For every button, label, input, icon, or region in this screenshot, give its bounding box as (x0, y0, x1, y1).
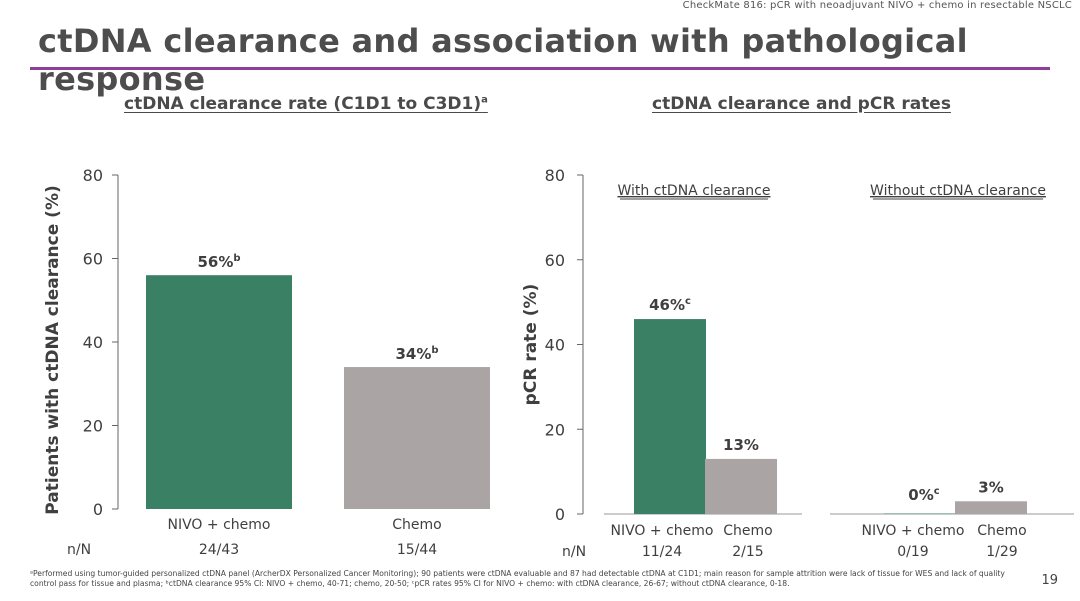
right-group-header: With ctDNA clearance (617, 183, 770, 199)
left-y-axis-title: Patients with ctDNA clearance (%) (43, 185, 63, 514)
right-bar-data-label: 0%c (908, 486, 939, 504)
right-category-label: Chemo (977, 523, 1026, 539)
left-panel-title-sup: a (481, 94, 488, 106)
left-panel-title-text: ctDNA clearance rate (C1D1 to C3D1) (124, 94, 482, 114)
right-bar-chemo-group-1 (705, 458, 777, 514)
right-category-label: Chemo (723, 523, 772, 539)
left-y-tick-label: 40 (83, 333, 103, 352)
right-y-tick-label: 0 (555, 505, 565, 524)
left-n-value: 15/44 (397, 542, 437, 558)
right-n-label: n/N (562, 544, 586, 560)
right-n-value: 2/15 (732, 544, 763, 560)
left-n-label: n/N (67, 542, 91, 558)
footnote: ᵃPerformed using tumor-guided personaliz… (30, 569, 1005, 589)
right-bar-data-label: 46%c (649, 296, 691, 314)
left-y-tick-label: 20 (83, 417, 103, 436)
header-note: CheckMate 816: pCR with neoadjuvant NIVO… (682, 0, 1072, 11)
right-y-tick-label: 60 (545, 251, 565, 270)
right-bar-data-label: 13% (723, 436, 759, 454)
right-bar-data-label: 3% (978, 478, 1003, 496)
right-y-tick-label: 20 (545, 420, 565, 439)
left-y-tick-label: 60 (83, 250, 103, 269)
right-category-label: NIVO + chemo (862, 523, 965, 539)
right-bar-chemo-group-2 (955, 501, 1027, 514)
right-panel-title: ctDNA clearance and pCR rates (652, 94, 951, 114)
right-bar-nivo-chemo-group-1 (634, 319, 706, 514)
right-group-header: Without ctDNA clearance (870, 183, 1046, 199)
left-bar-nivo-chemo (146, 275, 292, 509)
right-category-label: NIVO + chemo (611, 523, 714, 539)
left-category-label: NIVO + chemo (168, 517, 271, 533)
right-n-value: 0/19 (897, 544, 928, 560)
right-y-tick-label: 80 (545, 166, 565, 185)
right-bar-nivo-chemo-group-2 (884, 513, 956, 514)
left-y-tick-label: 0 (93, 500, 103, 519)
right-y-axis-title: pCR rate (%) (521, 284, 541, 406)
left-panel-title: ctDNA clearance rate (C1D1 to C3D1)a (124, 94, 488, 114)
right-n-value: 11/24 (642, 544, 682, 560)
left-category-label: Chemo (392, 517, 441, 533)
left-bar-data-label: 34%b (395, 345, 438, 363)
left-n-value: 24/43 (199, 542, 239, 558)
left-bar-data-label: 56%b (197, 253, 240, 271)
left-y-tick-label: 80 (83, 166, 103, 185)
page-number: 19 (1041, 573, 1058, 588)
slide-title: ctDNA clearance and association with pat… (38, 22, 968, 98)
left-bar-chemo (344, 367, 490, 509)
right-n-value: 1/29 (986, 544, 1017, 560)
right-y-tick-label: 40 (545, 336, 565, 355)
title-rule (30, 67, 1050, 70)
